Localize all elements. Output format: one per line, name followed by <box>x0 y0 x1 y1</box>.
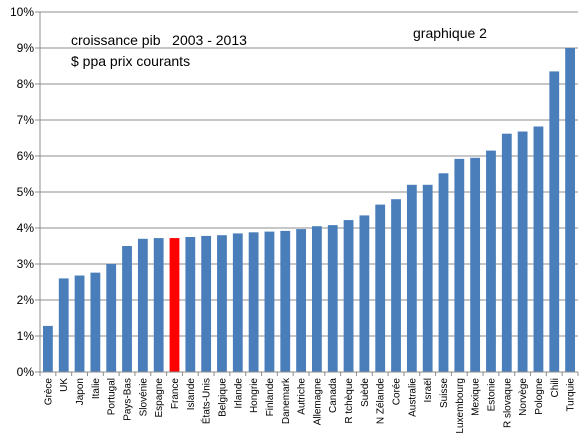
bar <box>438 173 449 372</box>
x-tick-label: UK <box>59 378 70 392</box>
bar <box>549 71 560 373</box>
y-tick-label: 6% <box>17 149 35 163</box>
x-tick-label: Canada <box>328 378 339 413</box>
bar <box>248 232 259 372</box>
annotation-right: graphique 2 <box>413 25 487 41</box>
x-tick-label: Luxembourg <box>455 378 466 434</box>
x-tick-label: Pologne <box>534 378 545 415</box>
bar <box>470 157 481 372</box>
bar <box>122 246 132 372</box>
x-tick-label: R tchèque <box>344 378 355 424</box>
x-tick-label: Estonie <box>486 378 497 412</box>
x-tick-label: R slovaque <box>502 378 513 428</box>
bar <box>517 131 528 372</box>
bar <box>90 272 101 372</box>
bar <box>201 235 212 372</box>
x-tick-label: Belgique <box>217 378 228 417</box>
x-tick-label: Chili <box>550 378 561 397</box>
y-tick-label: 4% <box>17 221 35 235</box>
x-axis-labels: Grèce UK Japon Italie Portugal Pays-Bas Slovén… <box>43 377 576 434</box>
bar <box>169 238 180 372</box>
bar <box>217 235 227 372</box>
bar <box>185 237 196 372</box>
x-tick-label: Islande <box>186 378 197 411</box>
x-tick-label: Irlande <box>233 378 244 409</box>
bar <box>264 231 275 372</box>
x-tick-label: Grèce <box>43 378 54 406</box>
bar <box>312 226 322 372</box>
bar <box>454 158 465 372</box>
x-tick-label: Australie <box>407 378 418 417</box>
annotation-line1: croissance pib 2003 - 2013 <box>71 32 247 48</box>
bar <box>343 220 354 372</box>
y-tick-label: 7% <box>17 113 35 127</box>
y-tick-label: 9% <box>17 41 35 55</box>
bar <box>359 215 370 372</box>
bar <box>422 184 433 372</box>
bar <box>533 126 544 372</box>
bar <box>406 184 417 372</box>
x-tick-label: Suisse <box>439 378 450 408</box>
y-tick-label: 10% <box>10 5 34 19</box>
bar <box>391 199 401 372</box>
x-tick-label: Espagne <box>154 378 165 418</box>
bar <box>501 133 512 372</box>
y-tick-label: 2% <box>17 293 35 307</box>
x-tick-label: Danemark <box>281 377 292 424</box>
x-tick-label: Pays-Bas <box>123 378 134 421</box>
x-tick-label: Israël <box>423 378 434 402</box>
bar <box>106 264 117 372</box>
x-tick-label: Norvège <box>518 378 529 416</box>
axes <box>39 12 579 376</box>
bar <box>296 229 306 372</box>
x-tick-label: Autriche <box>297 378 308 415</box>
bar <box>153 238 164 372</box>
y-tick-label: 3% <box>17 257 35 271</box>
y-tick-label: 0% <box>17 365 35 379</box>
bar <box>280 230 291 372</box>
bar <box>137 238 148 372</box>
x-tick-label: Portugal <box>107 378 118 415</box>
bar <box>74 275 85 372</box>
x-tick-label: N Zélande <box>376 378 387 425</box>
bar <box>375 204 386 372</box>
x-tick-label: Corée <box>392 378 403 406</box>
x-tick-label: Italie <box>91 378 102 400</box>
x-tick-label: Finlande <box>265 378 276 417</box>
bar <box>486 150 496 372</box>
y-tick-label: 8% <box>17 77 35 91</box>
bar <box>232 233 243 372</box>
x-tick-label: Slovénie <box>138 378 149 417</box>
annotation-line2: $ ppa prix courants <box>71 53 190 69</box>
bar <box>58 278 69 372</box>
x-tick-label: Mexique <box>471 378 482 416</box>
bar <box>327 225 338 372</box>
bar <box>43 325 53 372</box>
x-tick-label: Allemagne <box>312 378 323 426</box>
x-tick-label: Suède <box>360 378 371 407</box>
x-tick-label: Japon <box>75 378 86 405</box>
x-tick-label: Hongrie <box>249 378 260 413</box>
x-tick-label: États-Unis <box>200 378 213 424</box>
y-tick-label: 1% <box>17 329 35 343</box>
x-tick-label: Turquie <box>566 378 577 412</box>
bars <box>43 48 575 373</box>
bar <box>565 48 575 372</box>
y-tick-label: 5% <box>17 185 35 199</box>
y-axis-ticks: 0% 1% 2% 3% 4% 5% 6% 7% 8% 9% 10% <box>10 5 40 379</box>
x-tick-label: France <box>170 378 181 410</box>
